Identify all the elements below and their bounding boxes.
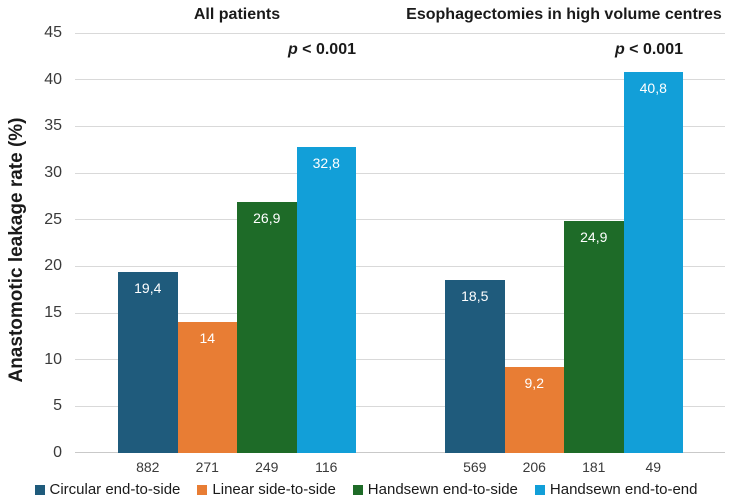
y-tick-label: 0 [53,444,62,461]
y-tick-label: 10 [44,350,62,368]
legend-label: Handsewn end-to-side [367,481,518,498]
y-tick-label: 5 [53,397,62,415]
p-symbol: p [287,41,298,58]
bar-n-label: 49 [645,459,662,475]
p-symbol: p [614,41,625,58]
gridline [75,452,725,453]
bar-value-label: 32,8 [312,154,340,171]
bar-n-label: 116 [315,459,338,475]
group-title: All patients [193,6,281,23]
legend-label: Handsewn end-to-end [549,481,698,498]
bar-circular-end-to-side: 19,4 [118,271,178,453]
bar-value-label: 19,4 [134,279,162,296]
group-title: Esophagectomies in high volume centres [406,6,722,23]
y-axis-title: Anastomotic leakage rate (%) [6,117,27,383]
legend-item-handsewn-end-to-end: Handsewn end-to-end [534,481,698,498]
legend-label: Circular end-to-side [49,481,181,498]
gridline [75,359,725,361]
y-tick-label: 35 [44,117,62,135]
legend-item-circular-end-to-side: Circular end-to-side [34,481,181,498]
legend-marker-circular-end-to-side [34,484,45,495]
gridline [75,125,725,127]
bar-n-label: 882 [136,459,160,475]
gridline [75,312,725,314]
bar-handsewn-end-to-side: 26,9 [237,201,297,453]
gridline [75,79,725,81]
bar-value-label: 9,2 [524,375,544,392]
bar-value-label: 18,5 [461,288,489,305]
bar-n-label: 249 [255,459,279,475]
p-value-label: p < 0.001 [614,41,683,58]
bar-value-label: 40,8 [639,80,667,97]
bar-linear-side-to-side: 9,2 [504,367,564,453]
plot-area: 19,4 882 14 271 26,9 249 32,8 116 18,5 569 9,2 206 2… [75,32,725,475]
bar-value-label: 14 [199,330,216,347]
bar-linear-side-to-side: 14 [177,322,237,453]
y-tick-label: 20 [44,257,62,275]
gridline [75,405,725,407]
gridline [75,219,725,221]
legend-marker-handsewn-end-to-side [352,484,363,495]
gridline [75,265,725,267]
legend-marker-handsewn-end-to-end [534,484,545,495]
p-value-label: p < 0.001 [287,41,356,58]
bar-n-label: 569 [463,459,487,475]
bar-value-label: 26,9 [253,209,281,226]
legend-label: Linear side-to-side [212,481,336,498]
bar-value-label: 24,9 [580,228,608,245]
y-tick-label: 40 [44,70,62,88]
y-tick-label: 15 [44,304,62,321]
bar-handsewn-end-to-end: 32,8 [296,146,356,453]
bar-n-label: 206 [522,459,546,475]
legend-marker-linear-side-to-side [197,484,208,495]
gridline [75,172,725,174]
legend-item-handsewn-end-to-side: Handsewn end-to-side [352,481,518,498]
bar-handsewn-end-to-side: 24,9 [564,220,624,453]
bar-n-label: 271 [195,459,219,475]
y-tick-label: 45 [44,24,62,41]
bar-handsewn-end-to-end: 40,8 [623,72,683,453]
bar-circular-end-to-side: 18,5 [445,280,505,453]
bar-n-label: 181 [582,459,606,475]
legend: Circular end-to-side Linear side-to-side H… [0,481,732,498]
legend-item-linear-side-to-side: Linear side-to-side [197,481,336,498]
y-tick-label: 30 [44,164,62,181]
y-tick-label: 25 [44,210,62,228]
gridline [75,32,725,34]
